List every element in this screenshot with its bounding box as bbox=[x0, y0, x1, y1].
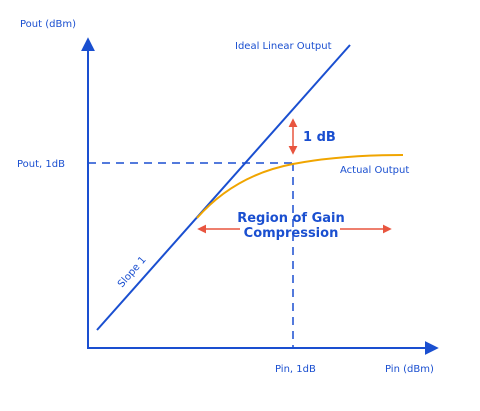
ideal-line bbox=[96, 44, 351, 331]
pin-1db-label: Pin, 1dB bbox=[275, 364, 316, 375]
pout-1db-label: Pout, 1dB bbox=[17, 159, 65, 170]
db-label: 1 dB bbox=[303, 130, 336, 145]
ideal-label: Ideal Linear Output bbox=[235, 41, 332, 52]
red-arrows bbox=[197, 118, 392, 234]
actual-label: Actual Output bbox=[340, 165, 409, 176]
y-axis-label: Pout (dBm) bbox=[20, 19, 76, 30]
axes bbox=[81, 37, 439, 355]
x-axis-label: Pin (dBm) bbox=[385, 364, 434, 375]
region-label: Compression bbox=[244, 226, 339, 241]
actual-curve bbox=[196, 154, 404, 219]
slope-label: Slope 1 bbox=[116, 255, 149, 290]
region-label: Region of Gain bbox=[237, 211, 345, 226]
